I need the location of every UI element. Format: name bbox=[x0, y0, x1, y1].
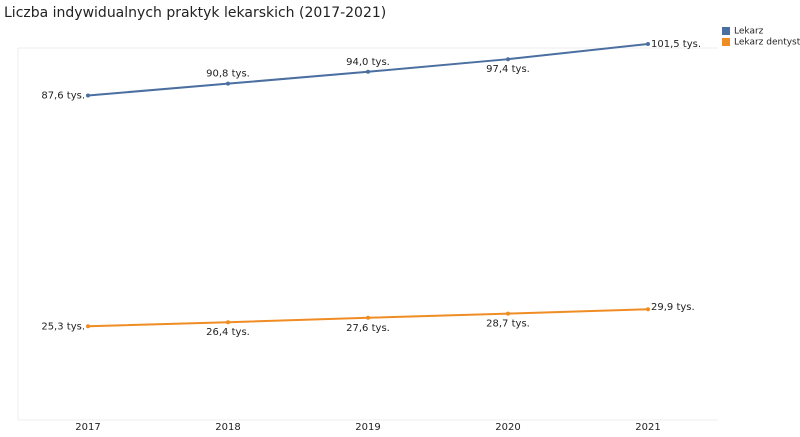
legend-label: Lekarz dentysta bbox=[734, 38, 800, 48]
data-label: 97,4 tys. bbox=[486, 64, 530, 75]
point bbox=[506, 311, 510, 316]
point bbox=[646, 42, 650, 46]
point bbox=[366, 69, 370, 74]
x-tick-label: 2020 bbox=[495, 422, 520, 433]
series-line bbox=[87, 43, 649, 97]
legend-label: Lekarz bbox=[734, 27, 764, 37]
point bbox=[86, 93, 90, 98]
point bbox=[646, 307, 650, 312]
data-label: 28,7 tys. bbox=[486, 319, 530, 330]
chart-title: Liczba indywidualnych praktyk lekarskich… bbox=[4, 5, 386, 21]
data-label: 25,3 tys. bbox=[41, 321, 85, 332]
data-label: 26,4 tys. bbox=[206, 327, 250, 338]
legend-swatch bbox=[722, 27, 730, 35]
x-tick-label: 2021 bbox=[635, 422, 660, 433]
data-label: 94,0 tys. bbox=[346, 57, 390, 68]
point bbox=[506, 57, 510, 62]
x-tick-label: 2018 bbox=[215, 422, 240, 433]
data-label: 27,6 tys. bbox=[346, 323, 390, 334]
data-label: 90,8 tys. bbox=[206, 69, 250, 80]
data-label: 29,9 tys. bbox=[651, 302, 695, 313]
point bbox=[226, 81, 230, 86]
point bbox=[366, 315, 370, 320]
point bbox=[86, 324, 90, 329]
legend-swatch bbox=[722, 38, 730, 46]
x-tick-label: 2019 bbox=[355, 422, 380, 433]
data-label: 101,5 tys. bbox=[651, 39, 701, 50]
data-label: 87,6 tys. bbox=[41, 90, 85, 101]
point bbox=[226, 320, 230, 325]
x-tick-label: 2017 bbox=[75, 422, 100, 433]
